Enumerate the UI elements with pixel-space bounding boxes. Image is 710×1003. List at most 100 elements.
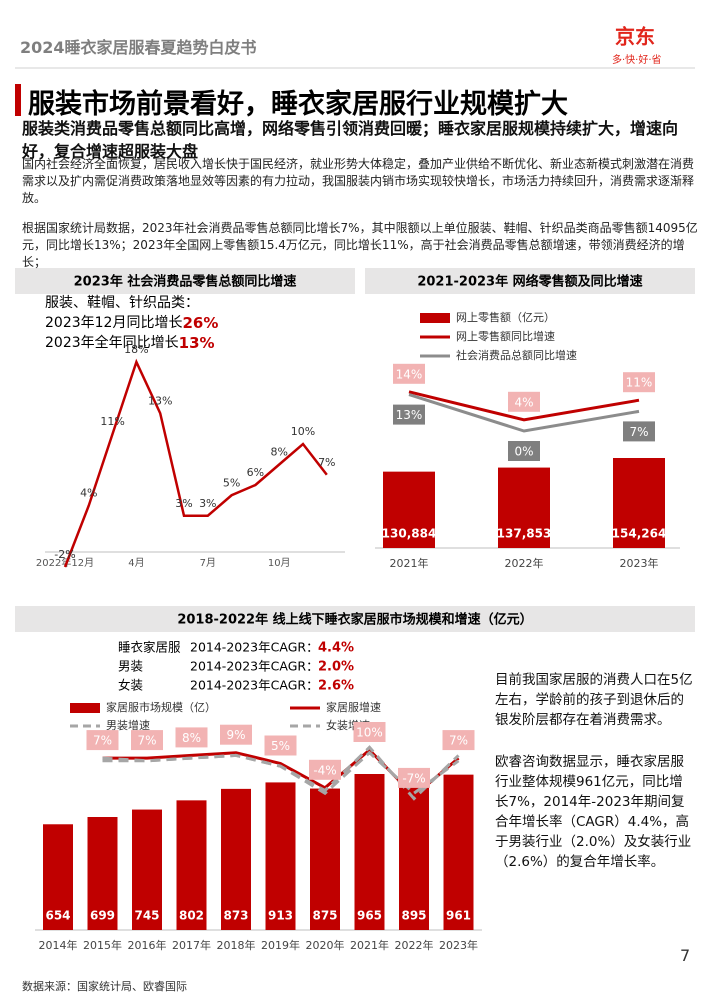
bar-label: 699 [90,909,115,923]
note-title: 服装、鞋帽、针织品类： [45,295,199,311]
label-box [264,735,297,756]
cagr-name: 睡衣家居服 [118,640,181,655]
value-label: 7% [449,734,468,748]
label-box [175,727,208,748]
note: 2023年全年同比增长13% [45,334,215,352]
bar [399,785,429,930]
value-label: 8% [182,731,201,745]
value-label: 8% [270,446,287,459]
label-box [393,404,425,425]
value-label: 11% [100,415,124,428]
slogan: 多·快·好·省 [612,53,662,66]
legend-label: 家居服增速 [326,700,381,714]
value-label: 7% [93,734,112,748]
label-box [86,730,119,751]
value-label: 10% [356,726,383,740]
value-label: 3% [175,497,192,510]
label-box [353,722,386,742]
x-tick-label: 2020年 [306,938,345,952]
value-label: 4% [514,395,533,409]
bar [443,774,474,930]
value-label: 7% [137,734,156,748]
value-label: 18% [124,343,148,356]
label-box [623,372,655,393]
bar-label: 895 [401,909,426,923]
value-label: 5% [223,476,240,489]
line [408,393,640,433]
label-box [131,730,163,751]
x-tick-label: 2017年 [172,938,211,952]
cagr-value: 2.6% [318,679,354,694]
bar-label: 961 [446,909,471,923]
chart-header [15,268,355,294]
x-tick-label: 4月 [128,557,144,569]
legend-swatch [70,703,100,713]
side-text: 目前我国家居服的消费人口在5亿左右，学龄前的孩子到退休后的银发阶层都存在着消费需… [495,672,693,728]
value-label: 13% [396,408,423,422]
x-tick-label: 2022年 [395,938,434,952]
legend-label: 社会消费品总额同比增速 [456,348,577,362]
x-tick-label: 2023年 [620,556,659,570]
line [408,390,640,422]
value-label: 14% [396,367,423,381]
bar-label: 913 [268,909,293,923]
bar [383,471,435,548]
bar-label: 137,853 [497,527,552,541]
note-label: 2023年12月同比增长 [45,315,182,331]
value-label: 9% [226,728,245,742]
x-tick-label: 2022年12月 [36,556,94,569]
header-title: 2024睡衣家居服春夏趋势白皮书 [20,38,257,57]
x-tick-label: 2022年 [505,556,544,570]
value-label: 13% [148,394,172,407]
page-title: 服装市场前景看好，睡衣家居服行业规模扩大 [28,89,568,120]
value-label: 3% [199,497,216,510]
bar-label: 654 [45,909,70,923]
x-tick-label: 7月 [200,557,216,569]
cagr-value: 4.4% [318,641,354,656]
cagr-value: 2.0% [318,660,354,675]
note-value: 13% [179,334,215,352]
value-label: 6% [247,466,264,479]
bar-label: 130,884 [382,527,437,541]
bar-label: 873 [223,909,248,923]
bar [265,782,296,930]
value-label: 5% [271,739,290,753]
line [63,358,328,568]
x-tick-label: 2015年 [83,938,122,952]
bar [87,817,118,930]
bar-label: 875 [312,909,337,923]
logo: 京东 [615,25,655,49]
label-box [398,767,430,788]
legend-label: 男装增速 [106,718,150,732]
value-label: -7% [402,771,425,785]
cagr-period: 2014-2023年CAGR： [190,678,319,693]
paragraph: 国内社会经济全面恢复，居民收入增长快于国民经济，就业形势大体稳定，叠加产业供给不… [22,157,695,205]
title-bar [15,84,21,116]
x-tick-label: 2021年 [390,556,429,570]
chart-header [365,268,695,294]
label-box [508,441,540,461]
x-tick-label: 10月 [268,557,291,569]
bar [221,788,251,930]
value-label: -2% [54,548,75,561]
label-box [220,724,252,745]
bar [310,788,340,930]
page-number: 7 [680,946,691,965]
x-tick-label: 2014年 [39,938,78,952]
chart-title: 2023年 社会消费品零售总额同比增速 [74,274,297,290]
source: 数据来源：国家统计局、欧睿国际 [22,980,187,993]
bar-label: 802 [179,909,204,923]
value-label: 7% [629,425,648,439]
cagr-period: 2014-2023年CAGR： [190,640,319,655]
note-label: 2023年全年同比增长 [45,334,179,351]
bar-label: 154,264 [612,527,667,541]
bar-label: 745 [134,909,159,923]
bar [43,824,73,930]
value-label: 7% [318,456,335,469]
x-tick-label: 2016年 [128,938,167,952]
paragraph: 根据国家统计局数据，2023年社会消费品零售总额同比增长7%，其中限额以上单位服… [22,221,698,269]
cagr-name: 男装 [118,659,143,674]
bar-label: 965 [357,909,382,923]
